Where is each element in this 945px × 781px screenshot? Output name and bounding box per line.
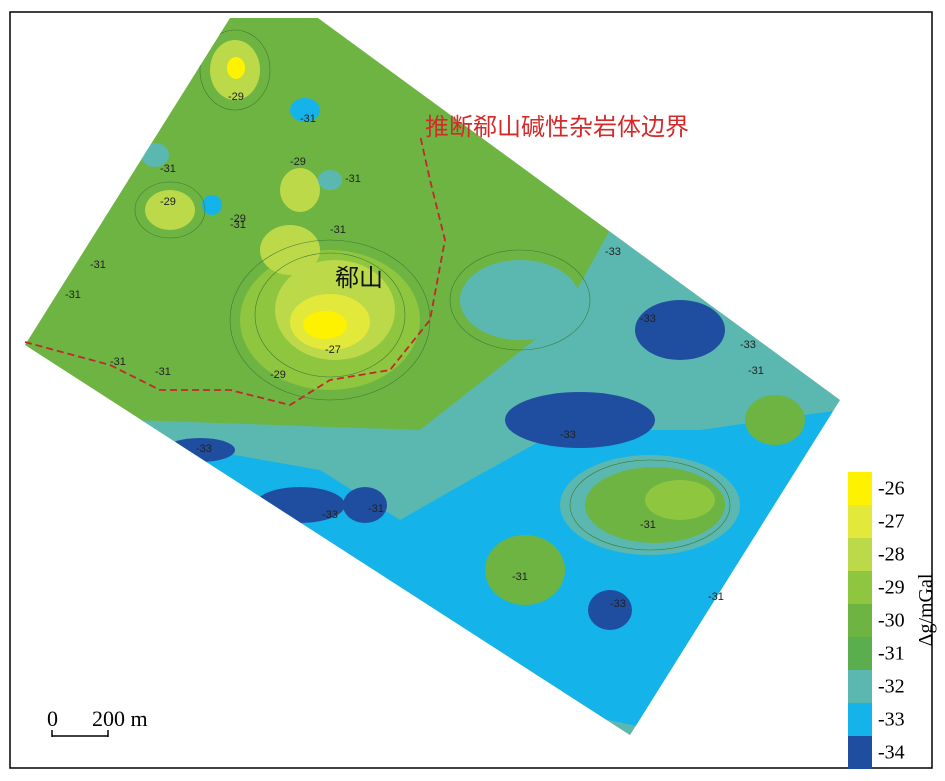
legend-tick-label: -32 <box>878 676 905 698</box>
legend-tick-label: -33 <box>878 709 905 731</box>
contour-label: -33 <box>740 339 756 351</box>
contour-label: -31 <box>748 365 764 377</box>
scale-end: 200 m <box>92 706 148 731</box>
legend-tick-label: -34 <box>878 742 905 764</box>
legend-swatch <box>848 670 872 703</box>
contour-label: -33 <box>560 429 576 441</box>
legend-tick-label: -26 <box>878 478 905 500</box>
contour-label: -31 <box>160 163 176 175</box>
contour-label: -31 <box>300 113 316 125</box>
contour-label: -31 <box>708 591 724 603</box>
contour-label: -29 <box>160 196 176 208</box>
legend-swatch <box>848 571 872 604</box>
legend-tick-label: -30 <box>878 610 905 632</box>
legend-swatch <box>848 604 872 637</box>
contour-label: -29 <box>270 369 286 381</box>
contour-label: -31 <box>90 259 106 271</box>
contour-label: -31 <box>110 356 126 368</box>
contour-label: -29 <box>230 213 246 225</box>
contour-label: -27 <box>325 344 341 356</box>
legend-tick-label: -28 <box>878 544 905 566</box>
boundary-line <box>24 134 446 406</box>
contour-label: -31 <box>65 289 81 301</box>
legend-tick-label: -31 <box>878 643 905 665</box>
legend-tick-label: -27 <box>878 511 905 533</box>
contour-label: -33 <box>610 598 626 610</box>
legend-swatch <box>848 637 872 670</box>
legend-swatch <box>848 736 872 769</box>
contour-label: -29 <box>228 91 244 103</box>
contour-label: -31 <box>230 219 246 231</box>
contour-label: -31 <box>155 366 171 378</box>
legend-swatch <box>848 703 872 736</box>
legend-label: Δg/mGal <box>915 573 937 646</box>
contour-label: -33 <box>605 246 621 258</box>
place-label: 郗山 <box>335 265 383 292</box>
contour-label: -31 <box>345 173 361 185</box>
contour-label: -29 <box>290 156 306 168</box>
contour-label: -33 <box>196 443 212 455</box>
contour-label: -31 <box>330 224 346 236</box>
scale-start: 0 <box>47 706 58 731</box>
contour-label: -31 <box>512 571 528 583</box>
contour-label: -33 <box>322 509 338 521</box>
frame <box>9 11 933 769</box>
legend-swatch <box>848 538 872 571</box>
legend-swatch <box>848 505 872 538</box>
contour-label: -33 <box>640 313 656 325</box>
contour-label: -31 <box>640 519 656 531</box>
legend-tick-label: -29 <box>878 577 905 599</box>
contour-label: -31 <box>368 503 384 515</box>
legend-swatch <box>848 472 872 505</box>
annotation: 推断郗山碱性杂岩体边界 <box>425 114 689 141</box>
